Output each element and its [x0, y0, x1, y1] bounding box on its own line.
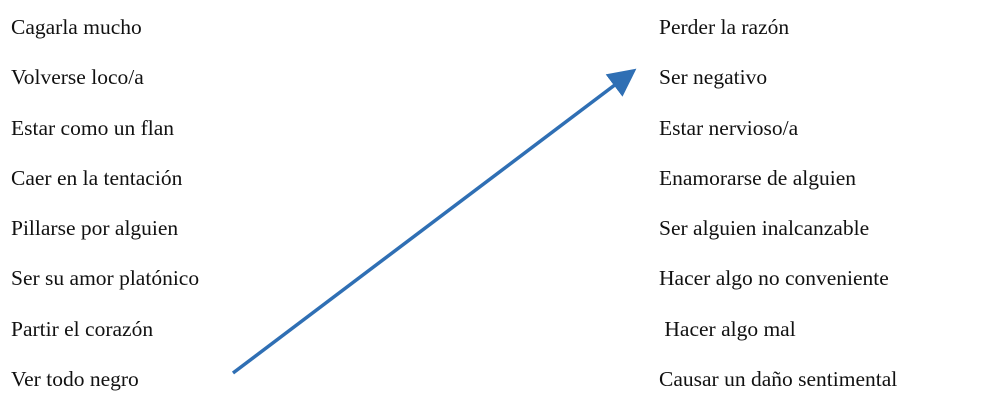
meaning-item: Hacer algo no conveniente	[659, 266, 889, 291]
meaning-item: Perder la razón	[659, 15, 790, 39]
expressions-column: Cagarla mucho Volverse loco/a Estar como…	[11, 0, 199, 402]
meaning-item: Ser alguien inalcanzable	[659, 216, 870, 241]
expression-item: Estar como un flan	[11, 115, 174, 140]
meaning-item: Causar un daño sentimental	[659, 367, 898, 392]
meanings-column: Perder la razón Ser negativo Estar nervi…	[659, 0, 897, 402]
expression-item: Caer en la tentación	[11, 165, 183, 190]
meaning-item: Estar nervioso/a	[659, 115, 799, 140]
expression-item: Volverse loco/a	[11, 65, 144, 90]
expression-item: Ser su amor platónico	[11, 266, 200, 291]
meaning-item: Hacer algo mal	[659, 316, 796, 341]
expression-item: Cagarla mucho	[11, 15, 142, 39]
expression-item: Partir el corazón	[11, 316, 154, 341]
expression-item: Ver todo negro	[11, 367, 139, 392]
arrow-line	[231, 68, 637, 375]
meaning-item: Enamorarse de alguien	[659, 165, 856, 190]
expression-item: Pillarse por alguien	[11, 216, 179, 241]
meaning-item: Ser negativo	[659, 65, 768, 90]
